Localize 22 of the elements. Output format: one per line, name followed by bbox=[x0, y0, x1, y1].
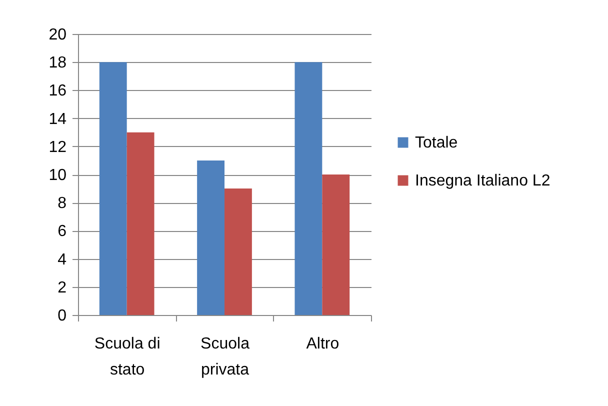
bar bbox=[224, 188, 252, 315]
x-tick-label: Scuola privata bbox=[200, 336, 250, 378]
y-tick-label: 8 bbox=[58, 195, 67, 212]
legend-label: Totale bbox=[415, 134, 458, 152]
y-tick-label: 6 bbox=[58, 223, 67, 240]
y-tick-label: 10 bbox=[48, 167, 67, 184]
x-tick-label: Altro bbox=[306, 336, 340, 352]
y-tick-label: 4 bbox=[58, 251, 67, 268]
bar bbox=[294, 62, 322, 315]
bar bbox=[197, 160, 224, 315]
bar bbox=[322, 174, 350, 315]
y-tick-label: 14 bbox=[48, 110, 67, 128]
legend-label: Insegna Italiano L2 bbox=[415, 172, 550, 190]
bar bbox=[126, 132, 154, 315]
y-tick-label: 0 bbox=[58, 308, 67, 324]
bar bbox=[99, 62, 127, 315]
x-tick-label: Scuola di stato bbox=[94, 336, 160, 378]
y-tick-label: 18 bbox=[48, 54, 67, 72]
y-tick-label: 12 bbox=[48, 138, 67, 156]
y-tick-label: 2 bbox=[58, 279, 67, 296]
y-tick-label: 20 bbox=[48, 26, 67, 44]
y-tick-label: 16 bbox=[48, 82, 67, 100]
